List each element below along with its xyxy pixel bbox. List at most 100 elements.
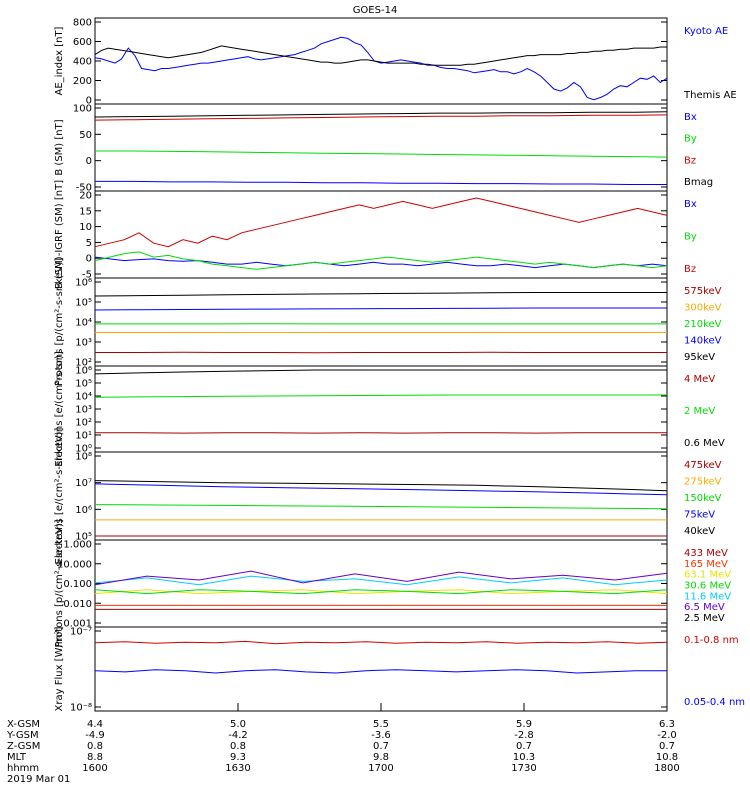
orbit-value: 9.8 [373,752,389,763]
legend-entry: 11.6 MeV [684,591,731,602]
legend-entry: Bx [684,199,697,210]
series-line-63-1-mev [94,589,668,595]
orbit-value: 4.4 [87,719,103,730]
chart-title: GOES-14 [353,5,398,16]
legend-entry: 2 MeV [684,406,715,417]
legend-entry: 0.1-0.8 nm [684,635,739,646]
y-tick-label: 10 [79,222,92,233]
y-tick-label: 10⁶ [75,366,92,377]
y-tick-label: 800 [73,18,92,29]
panel-1: 100 50 0 -50 B (SM) [nT] Bx By Bz Bmag [54,103,713,194]
legend-entry: 0.05-0.4 nm [684,697,745,708]
y-tick-label: 10⁴ [75,392,92,403]
legend-entry: Bz [684,155,696,166]
legend-entry: 63.1 MeV [684,570,731,581]
y-tick-label: 10¹ [75,431,92,442]
y-tick-label: 10.000 [57,559,92,570]
y-tick-label: 600 [73,37,92,48]
orbit-value: 1800 [654,763,679,774]
y-tick-label: 10² [75,358,92,369]
orbit-value: -3.6 [371,730,391,741]
panel-7: 10⁻⁷ 10⁻⁸ Xray Flux [W/m²] 0.1-0.8 nm 0.05-0… [54,626,745,713]
orbit-row-label: Z-GSM [7,741,40,752]
series-line-575kev [95,351,667,354]
legend-entry: 475keV [684,460,722,471]
orbit-value: 0.8 [230,741,246,752]
panel-5: 10⁸ 10⁷ 10⁶ 10⁵ Electrons [e/(cm²-s-sr-keV)]… [54,427,722,564]
orbit-value: 9.3 [230,752,246,763]
y-tick-label: 200 [73,76,92,87]
series-line-kyoto-ae [94,36,668,101]
series-line-30-6-mev [94,589,668,595]
legend-entry: 300keV [684,303,722,314]
orbit-value: 10.8 [656,752,678,763]
series-line-bmag [94,111,668,118]
y-tick-label: 0 [86,254,92,265]
orbit-value: 0.8 [87,741,103,752]
legend-entry: 30.6 MeV [684,581,731,592]
y-tick-label: 5 [86,238,92,249]
legend-entry: 210keV [684,319,722,330]
series-line-6-5-mev [94,570,668,586]
legend-entry: Themis AE [683,90,737,101]
series-line-150kev [94,504,668,510]
y-tick-label: -50 [76,183,92,194]
y-tick-label: 10³ [75,405,92,416]
legend-entry: 40keV [684,526,715,537]
panel-frame [94,365,668,453]
panel-frame [94,190,668,279]
orbit-value: 10.3 [513,752,535,763]
legend-entry: 2.5 MeV [684,613,725,624]
legend-entry: 6.5 MeV [684,602,725,613]
legend-entry: Bx [684,112,697,123]
orbit-value: 1730 [511,763,536,774]
y-tick-label: 100 [73,104,92,115]
series-line-bx [95,180,667,185]
series-line-by [94,251,668,270]
orbit-value: 6.3 [659,719,675,730]
legend-entry: 95keV [684,352,715,363]
orbit-value: -4.2 [228,730,248,741]
panel-frame [94,626,668,712]
y-tick-label: 0.100 [63,579,92,590]
panel-frame [94,451,668,541]
orbit-value: 0.7 [373,741,389,752]
series-line-bz [94,197,668,248]
y-tick-label: 10⁵ [75,298,92,309]
y-tick-label: 10⁶ [75,505,92,516]
y-tick-label: -5 [82,270,92,281]
orbit-value: 5.9 [516,719,532,730]
legend-entry: 165 MeV [684,559,728,570]
legend-entry: 433 MeV [684,548,728,559]
y-tick-label: 0 [86,96,92,107]
y-tick-label: 15 [79,206,92,217]
panel-3: 10⁶ 10⁵ 10⁴ 10³ 10² Protons [p/(cm²-s-sr-keV)… [54,258,722,386]
series-line-11-6-mev [94,575,668,586]
y-tick-label: 0.010 [63,599,92,610]
y-tick-label: 0.001 [63,619,92,630]
panel-0: 800 600 400 200 0 AE_index [nT] Kyoto AE Themis… [54,17,737,107]
y-tick-label: 10⁶ [75,278,92,289]
y-tick-label: 20 [79,191,92,202]
y-axis-label: B (SM)-IGRF (SM) [nT] [54,180,65,289]
orbit-value: 1600 [82,763,107,774]
y-axis-label: Electrons [e/(cm²-s-sr)] [54,351,65,467]
legend-entry: Bmag [684,177,713,188]
series-line-140kev [94,307,667,311]
legend-entry: 75keV [684,510,715,521]
y-tick-label: 50 [79,130,92,141]
legend-entry: 150keV [684,493,722,504]
orbit-value: -2.8 [514,730,534,741]
y-tick-label: 10⁻⁸ [70,703,92,714]
y-tick-label: 10³ [75,338,92,349]
orbit-value: -4.9 [85,730,105,741]
series-line-95kev [94,292,667,297]
y-tick-label: 0 [86,156,92,167]
legend-entry: 4 MeV [684,374,715,385]
legend-entry: By [684,232,697,243]
y-tick-label: 10⁸ [75,452,92,463]
y-tick-label: 10⁵ [75,379,92,390]
y-tick-label: 10⁴ [75,318,92,329]
orbit-row-label: Y-GSM [6,730,39,741]
